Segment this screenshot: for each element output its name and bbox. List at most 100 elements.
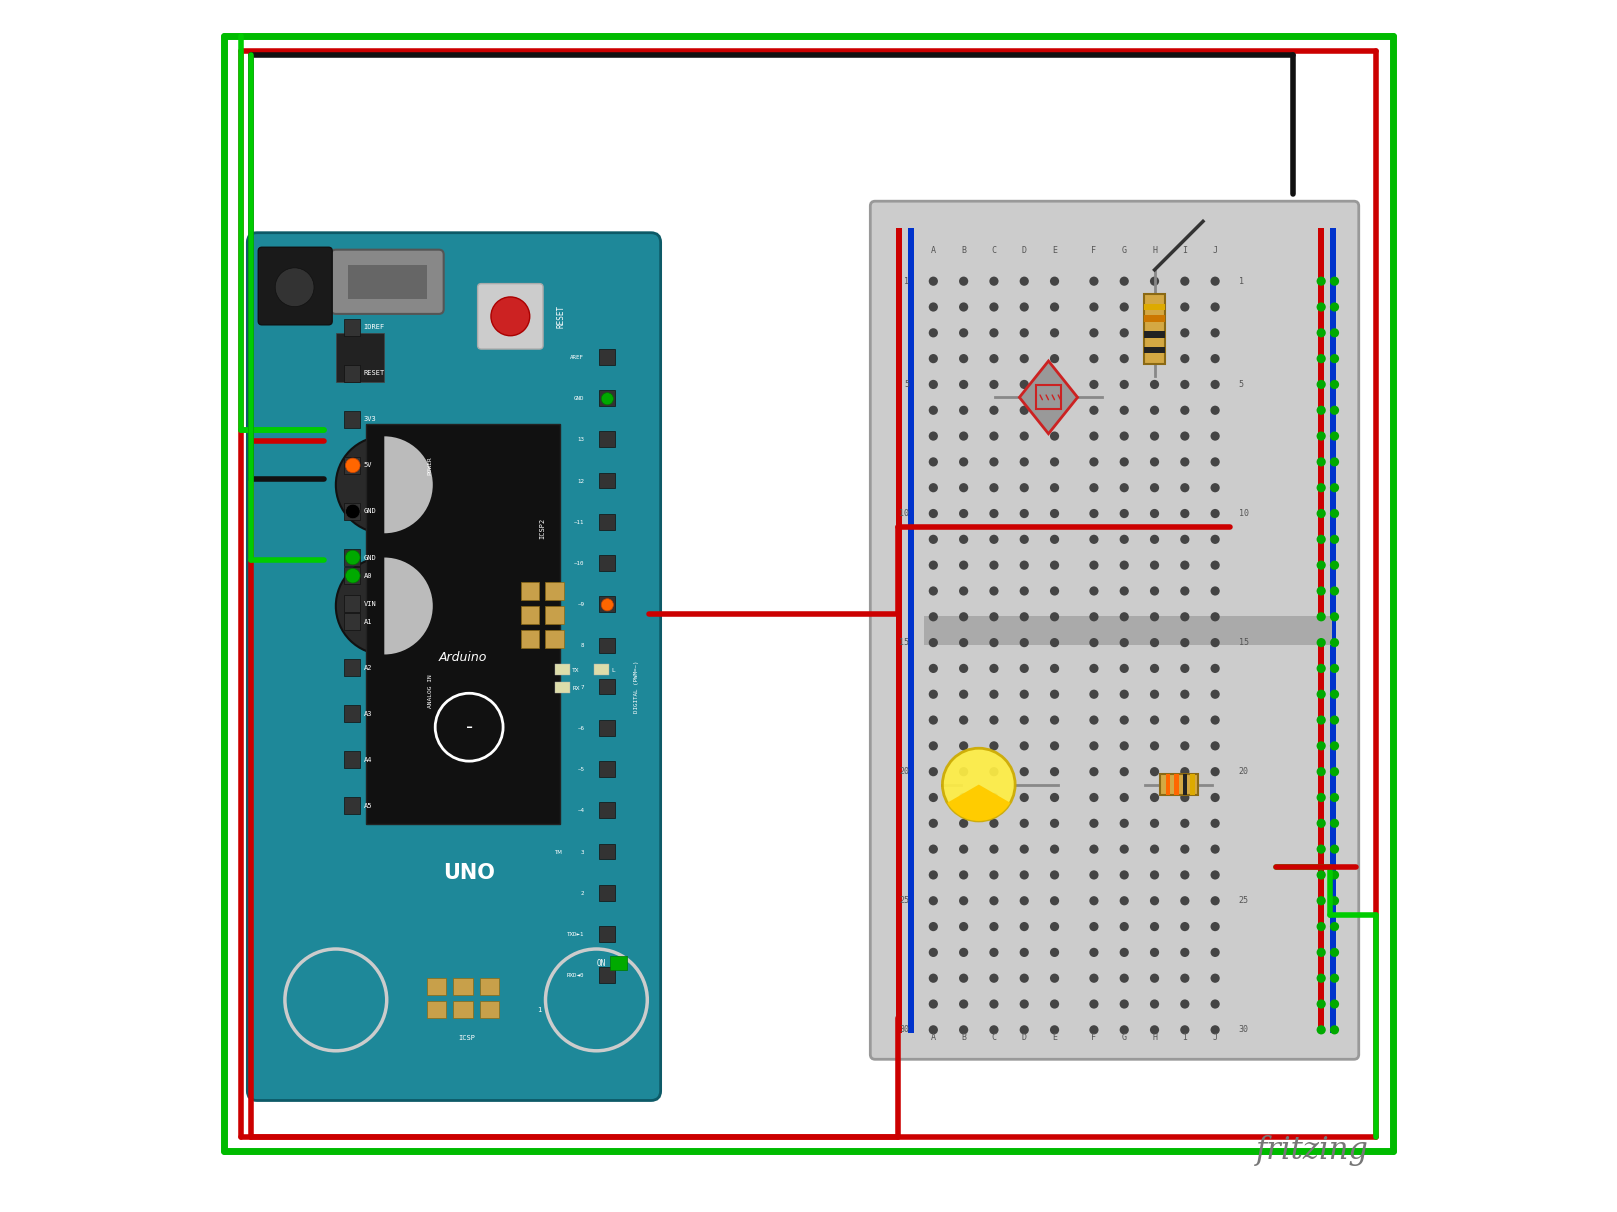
Text: ANALOG IN: ANALOG IN [429, 674, 433, 708]
Text: 10: 10 [899, 509, 909, 518]
Circle shape [1329, 509, 1339, 519]
Circle shape [1090, 484, 1098, 492]
Circle shape [959, 715, 969, 725]
Circle shape [1329, 793, 1339, 802]
Circle shape [990, 896, 999, 905]
Circle shape [990, 534, 999, 544]
Text: 15: 15 [1239, 638, 1248, 647]
Bar [344, 365, 361, 382]
Text: D: D [1022, 1034, 1027, 1042]
Circle shape [1316, 302, 1326, 311]
Circle shape [990, 276, 999, 286]
Circle shape [1211, 664, 1219, 673]
Circle shape [1049, 690, 1059, 699]
Circle shape [1211, 328, 1219, 337]
Circle shape [1150, 587, 1159, 595]
Circle shape [1090, 896, 1098, 905]
Text: C: C [991, 1034, 996, 1042]
Circle shape [1049, 431, 1059, 441]
Circle shape [1119, 354, 1129, 364]
Circle shape [1090, 328, 1098, 337]
Circle shape [928, 560, 938, 570]
Circle shape [959, 406, 969, 415]
Circle shape [959, 509, 969, 519]
Circle shape [1211, 612, 1219, 622]
Circle shape [1316, 819, 1326, 828]
Circle shape [1211, 690, 1219, 699]
Text: POWER: POWER [429, 456, 433, 475]
Circle shape [1150, 560, 1159, 570]
Circle shape [492, 297, 530, 336]
Circle shape [990, 948, 999, 957]
Bar [344, 705, 361, 722]
Circle shape [275, 268, 314, 307]
Circle shape [1329, 302, 1339, 311]
Circle shape [990, 1000, 999, 1008]
Circle shape [1090, 509, 1098, 519]
Circle shape [1329, 767, 1339, 777]
Circle shape [1150, 457, 1159, 467]
Bar [521, 582, 540, 600]
Circle shape [545, 949, 647, 1051]
Circle shape [943, 748, 1015, 821]
Circle shape [1150, 1025, 1159, 1035]
Circle shape [990, 302, 999, 311]
Text: 25: 25 [1239, 896, 1248, 905]
Text: RESET: RESET [364, 371, 385, 376]
Circle shape [1180, 534, 1190, 544]
Circle shape [990, 664, 999, 673]
Circle shape [1119, 1025, 1129, 1035]
Text: A: A [931, 1034, 936, 1042]
Circle shape [1119, 431, 1129, 441]
Text: DIGITAL (PWM=~): DIGITAL (PWM=~) [634, 661, 639, 714]
Circle shape [1329, 896, 1339, 905]
Circle shape [1119, 457, 1129, 467]
Circle shape [1316, 715, 1326, 725]
Bar [453, 1001, 472, 1018]
Bar [598, 638, 614, 653]
Text: H: H [1151, 246, 1158, 255]
Circle shape [1316, 948, 1326, 957]
Bar [453, 978, 472, 995]
Circle shape [1329, 612, 1339, 622]
Circle shape [990, 457, 999, 467]
Circle shape [1150, 896, 1159, 905]
Circle shape [990, 560, 999, 570]
Circle shape [990, 922, 999, 931]
Circle shape [1180, 896, 1190, 905]
Circle shape [1119, 767, 1129, 777]
Bar [344, 549, 361, 566]
Circle shape [1211, 638, 1219, 647]
Circle shape [1049, 509, 1059, 519]
Circle shape [1316, 560, 1326, 570]
Circle shape [990, 793, 999, 802]
Circle shape [1329, 819, 1339, 828]
Circle shape [1020, 431, 1028, 441]
Circle shape [928, 534, 938, 544]
Bar [1143, 347, 1166, 353]
Circle shape [1211, 1025, 1219, 1035]
Circle shape [1211, 457, 1219, 467]
FancyArrowPatch shape [1058, 395, 1061, 400]
Circle shape [990, 690, 999, 699]
Circle shape [959, 431, 969, 441]
Text: 1: 1 [1239, 276, 1243, 286]
Bar [1143, 332, 1166, 338]
Circle shape [990, 819, 999, 828]
Text: H: H [1151, 1034, 1158, 1042]
Bar [545, 606, 564, 624]
Bar [598, 761, 614, 777]
Bar [336, 333, 385, 382]
Circle shape [959, 379, 969, 389]
Circle shape [1211, 484, 1219, 492]
Circle shape [1211, 715, 1219, 725]
Bar [427, 978, 446, 995]
Bar [610, 956, 627, 970]
Circle shape [1180, 973, 1190, 983]
Circle shape [1316, 742, 1326, 750]
Circle shape [1049, 560, 1059, 570]
Circle shape [1180, 457, 1190, 467]
Circle shape [346, 550, 361, 565]
Circle shape [1150, 354, 1159, 364]
Circle shape [1316, 328, 1326, 337]
